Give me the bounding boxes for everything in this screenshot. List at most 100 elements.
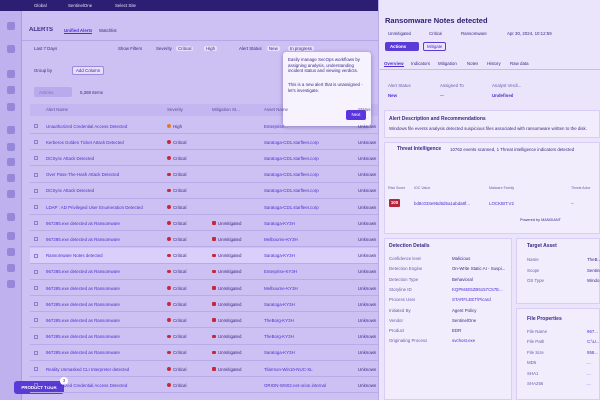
scope[interactable]: Global	[34, 3, 47, 8]
filter-chip[interactable]: Critical	[176, 45, 194, 51]
detail-tab[interactable]: Raw data	[510, 61, 529, 66]
row[interactable]	[30, 134, 378, 151]
nav-icon[interactable]	[7, 280, 15, 288]
cell[interactable]: Saratoga-KY3H	[264, 253, 295, 259]
nav-icon[interactable]	[7, 103, 15, 111]
detail-value[interactable]: 967...	[587, 329, 598, 334]
checkbox[interactable]	[34, 124, 38, 128]
ti-cell[interactable]: bd8c033e95d6d5a1abda8f...	[414, 201, 470, 206]
checkbox[interactable]	[34, 350, 38, 355]
detail-value[interactable]: svchost.exe	[452, 338, 476, 344]
nav-icon[interactable]	[7, 232, 15, 240]
nav-icon[interactable]	[7, 248, 15, 256]
alert-name[interactable]: DCSync Attack Detected	[46, 188, 95, 194]
date-range[interactable]: Last 7 Days	[34, 46, 58, 51]
alert-name[interactable]: Over Pass-The-Hash Attack Detected	[46, 172, 120, 178]
filter-chip[interactable]: In progress	[288, 45, 314, 51]
alert-name[interactable]: LDAP : AD Privileged User Enumeration De…	[46, 204, 143, 210]
row[interactable]	[30, 329, 378, 345]
checkbox[interactable]	[34, 205, 38, 209]
checkbox[interactable]	[34, 367, 38, 371]
next-button[interactable]: Next	[346, 110, 366, 120]
alert-name[interactable]: 967285.exe detected as Ransomware	[46, 317, 120, 323]
checkbox[interactable]	[34, 172, 38, 177]
alert-name[interactable]: 967285.exe detected as Ransomware	[46, 285, 120, 291]
detail-tab[interactable]: Indicators	[411, 61, 431, 66]
row[interactable]	[30, 312, 378, 329]
alert-name[interactable]: Kerberos Golden Ticket Attack Detected	[46, 139, 124, 145]
show-filters[interactable]: Show Filters	[118, 46, 143, 51]
row[interactable]	[30, 361, 378, 377]
field-value[interactable]: New	[388, 93, 398, 98]
nav-icon[interactable]	[7, 22, 15, 30]
cell[interactable]: Melbourne-KY3H	[264, 236, 298, 242]
row[interactable]	[30, 247, 378, 264]
filter-chip[interactable]: High	[204, 45, 218, 51]
alert-name[interactable]: 967285.exe detected as Ransomware	[46, 236, 120, 242]
checkbox[interactable]	[34, 188, 38, 193]
checkbox[interactable]	[34, 318, 38, 323]
checkbox[interactable]	[34, 156, 38, 161]
detail-value[interactable]: KQPM4E5ZB5157C57E...	[452, 286, 503, 292]
cell[interactable]: Enterprise-KY3H	[264, 269, 297, 275]
alert-name[interactable]: Unauthorized Credential Access Detected	[46, 382, 128, 388]
account[interactable]: SentinelOne	[68, 3, 93, 8]
site[interactable]: Select Site	[115, 3, 136, 8]
checkbox[interactable]	[34, 237, 38, 242]
nav-icon[interactable]	[7, 45, 15, 53]
detail-tab[interactable]: Notes	[467, 61, 479, 66]
cell[interactable]: Saratoga-KY3H	[264, 220, 295, 226]
row[interactable]	[30, 231, 378, 248]
mitigate-button[interactable]: Mitigate	[423, 42, 446, 51]
nav-icon[interactable]	[7, 86, 15, 94]
alert-name[interactable]: Reality Unmasked CLI Interpreter detecte…	[46, 366, 130, 372]
cell[interactable]: Melbourne-KY3H	[264, 285, 298, 291]
checkbox[interactable]	[34, 221, 38, 226]
row[interactable]	[30, 377, 378, 394]
alert-name[interactable]: Ransomware Notes detected	[46, 253, 103, 259]
detail-value[interactable]: ...	[587, 381, 591, 386]
cell[interactable]: Saratoga-KY3H	[264, 350, 295, 356]
row[interactable]	[30, 264, 378, 280]
cell[interactable]: Saratoga-CD1.starfleet.corp	[264, 139, 319, 145]
row[interactable]	[30, 150, 378, 167]
alert-name[interactable]: 967285.exe detected as Ransomware	[46, 350, 120, 356]
nav-icon[interactable]	[7, 70, 15, 78]
checkbox[interactable]	[34, 269, 38, 274]
detail-value[interactable]: 958...	[587, 349, 598, 355]
detail-tab[interactable]: Mitigation	[438, 61, 457, 66]
row[interactable]	[30, 296, 378, 313]
nav-icon[interactable]	[7, 143, 15, 151]
nav-icon[interactable]	[7, 126, 15, 134]
row[interactable]	[30, 183, 378, 199]
row[interactable]	[30, 215, 378, 232]
checkbox[interactable]	[34, 253, 38, 258]
detail-tab[interactable]: Overview	[384, 61, 404, 67]
actions-button[interactable]: Actions	[34, 87, 72, 97]
cell[interactable]: TheBorg-KY3H	[264, 317, 294, 323]
cell[interactable]: Enterprise...	[264, 123, 288, 129]
add-column[interactable]: Add Column	[72, 66, 105, 75]
detail-value[interactable]: ...	[587, 360, 591, 366]
tab[interactable]: Watchlist	[99, 28, 117, 33]
alert-name[interactable]: 967285.exe detected as Ransomware	[46, 334, 120, 340]
cell[interactable]: Saratoga-CD1.starfleet.corp	[264, 204, 319, 210]
cell[interactable]: Saratoga-CD1.starfleet.corp	[264, 188, 319, 194]
detail-value[interactable]: ...	[587, 370, 591, 376]
row[interactable]	[30, 280, 378, 296]
row[interactable]	[30, 167, 378, 183]
field-value[interactable]: Undefined	[492, 93, 514, 98]
nav-icon[interactable]	[7, 264, 15, 272]
cell[interactable]: Saratoga-KY3H	[264, 301, 295, 307]
alert-name[interactable]: 967285.exe detected as Ransomware	[46, 301, 120, 307]
detail-tab[interactable]: History	[487, 61, 501, 66]
checkbox[interactable]	[34, 140, 38, 145]
alert-name[interactable]: 967285.exe detected as Ransomware	[46, 220, 120, 226]
alert-name[interactable]: 967285.exe detected as Ransomware	[46, 269, 120, 275]
alert-name[interactable]: DCSync Attack Detected	[46, 155, 95, 161]
cell[interactable]: Saratoga-CD1.starfleet.corp	[264, 172, 319, 178]
nav-icon[interactable]	[7, 213, 15, 221]
nav-icon[interactable]	[7, 158, 15, 166]
cell[interactable]: ORION-WS02.net-orion.internal	[264, 382, 326, 388]
cell[interactable]: Saratoga-CD1.starfleet.corp	[264, 155, 319, 161]
